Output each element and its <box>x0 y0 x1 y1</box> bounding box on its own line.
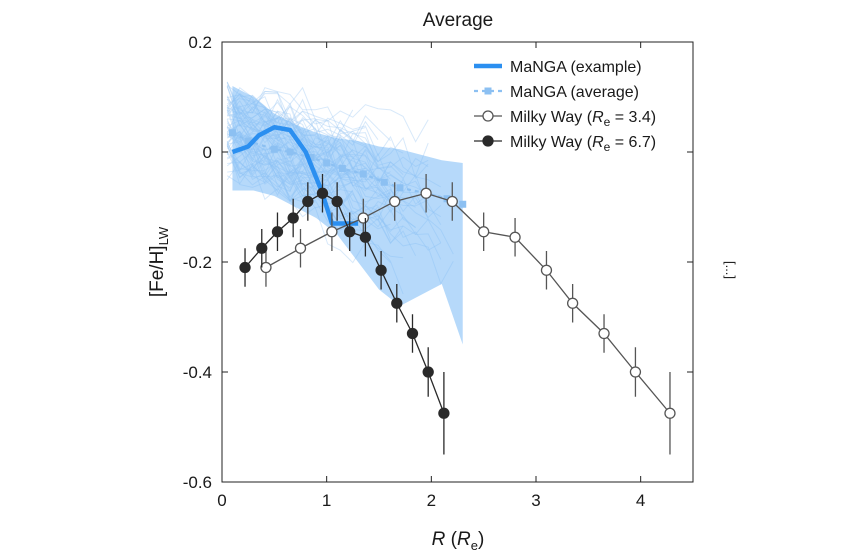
manga-average-point <box>323 159 331 167</box>
manga-profile-line <box>226 86 429 143</box>
y-axis-label: [Fe/H]LW <box>147 226 171 297</box>
legend: MaNGA (example) MaNGA (average) Milky Way … <box>474 59 656 154</box>
manga-example-line <box>231 125 359 226</box>
milky-way-67-point <box>438 407 450 419</box>
milky-way-34-point <box>478 226 490 238</box>
milky-way-34-point <box>326 226 338 238</box>
x-tick-label: 3 <box>531 491 540 510</box>
manga-average-point <box>244 137 252 145</box>
x-tick-label: 0 <box>217 491 226 510</box>
series-layer <box>228 125 676 455</box>
legend-label-manga_average: MaNGA (average) <box>510 84 639 101</box>
milky-way-67-point <box>375 264 387 276</box>
milky-way-67-point <box>239 261 251 274</box>
manga-average-point <box>338 165 346 172</box>
clipped-axis-fragment: [...] <box>723 261 738 279</box>
manga-average-point <box>396 184 404 192</box>
milky-way-34-point <box>357 212 369 224</box>
x-tick-label: 2 <box>427 491 436 510</box>
milky-way-67-point <box>344 226 356 238</box>
milky-way-34-point <box>540 264 553 276</box>
milky-way-67-point <box>331 195 343 208</box>
milky-way-34-point <box>509 231 521 243</box>
x-tick-label: 4 <box>636 491 645 510</box>
milky-way-67-point <box>287 212 299 224</box>
legend-swatch-manga-average-marker <box>484 87 492 95</box>
x-tick-label: 1 <box>322 491 331 510</box>
manga-average-point <box>380 178 388 186</box>
y-tick-label: 0.2 <box>188 33 212 52</box>
y-tick-label: 0 <box>203 143 212 162</box>
milky-way-34-point <box>664 407 676 419</box>
manga-average-point <box>459 200 467 208</box>
manga-average-point <box>286 148 294 156</box>
manga-average-point <box>307 154 315 161</box>
milky-way-67-point <box>302 195 314 208</box>
manga-average-point <box>228 129 236 137</box>
y-tick-label: -0.6 <box>183 473 212 492</box>
milky-way-34-point <box>629 366 642 378</box>
milky-way-34-point <box>446 195 458 208</box>
milky-way-67-point <box>406 327 419 340</box>
milky-way-34-point <box>598 327 610 340</box>
milky-way-67-point <box>391 297 403 309</box>
milky-way-34-point <box>389 195 401 208</box>
legend-swatch-mw_67-marker <box>482 135 494 147</box>
milky-way-34-point <box>294 242 307 254</box>
legend-label-mw_67: Milky Way (Re = 6.7) <box>510 134 656 154</box>
x-axis-label: R (Re) <box>432 529 485 553</box>
milky-way-67-point <box>316 187 329 199</box>
legend-swatch-mw_34-marker <box>482 110 494 122</box>
y-tick-label: -0.2 <box>183 253 212 272</box>
manga-scatter-band <box>232 86 463 345</box>
chart-title: Average <box>423 10 493 31</box>
manga-average-point <box>443 195 451 203</box>
axis-ticks: 0 1 2 3 4 0.2 0 -0.2 -0.4 -0.6 <box>183 33 693 510</box>
legend-label-mw_34: Milky Way (Re = 3.4) <box>510 109 656 129</box>
milky-way-34-point <box>420 187 432 199</box>
milky-way-67-point <box>271 226 284 238</box>
milky-way-34-point <box>566 297 579 309</box>
milky-way-34-point <box>260 261 272 274</box>
milky-way-34-line <box>265 192 671 414</box>
milky-way-67-point <box>422 366 434 378</box>
milky-way-67-point <box>359 231 372 243</box>
manga-average-point <box>270 145 278 153</box>
manga-average-point <box>359 170 367 178</box>
milky-way-67-point <box>256 242 268 254</box>
y-tick-label: -0.4 <box>183 363 212 382</box>
legend-label-manga_example: MaNGA (example) <box>510 59 642 76</box>
